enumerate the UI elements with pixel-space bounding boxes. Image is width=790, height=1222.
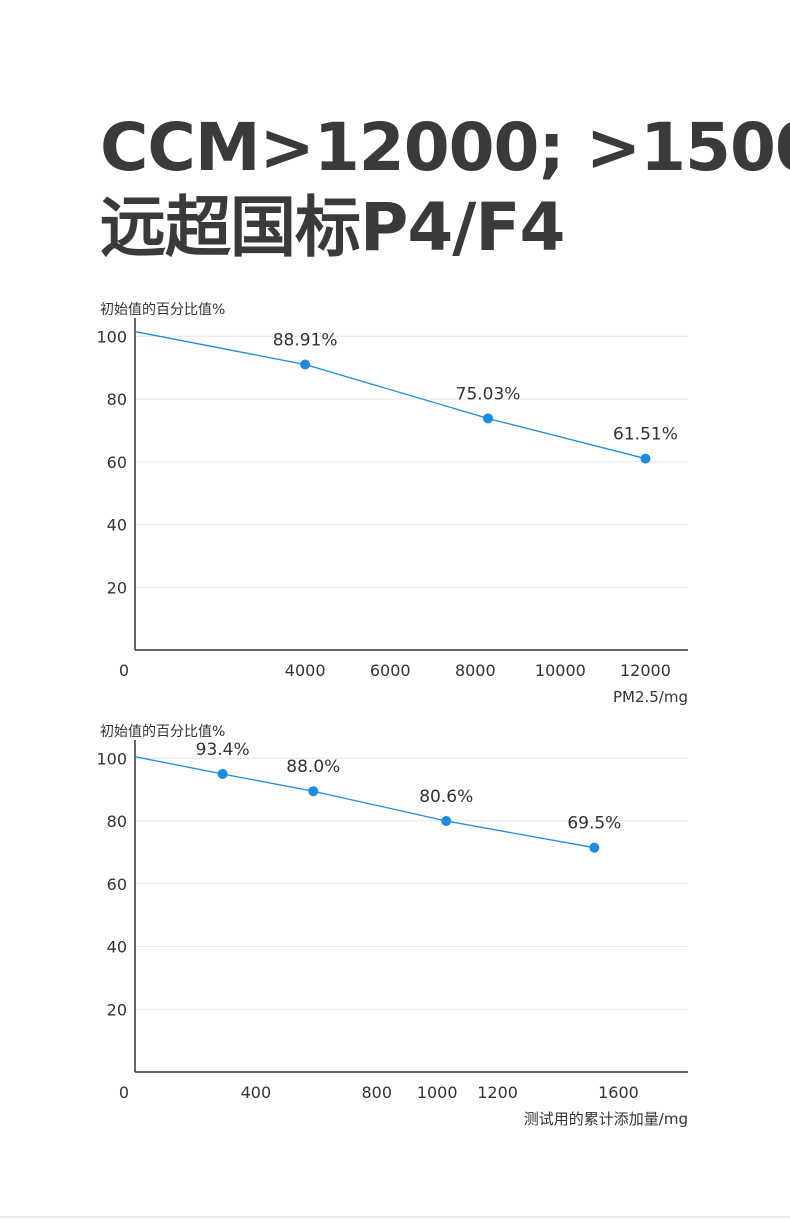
y-tick-label: 100 [96, 749, 127, 768]
x-tick-label: 6000 [370, 661, 411, 680]
y-tick-label: 100 [96, 327, 127, 346]
data-label: 88.0% [286, 757, 340, 777]
y-tick-label: 20 [107, 1000, 127, 1019]
data-label: 61.51% [613, 425, 678, 445]
data-point [308, 786, 319, 797]
data-label: 80.6% [419, 787, 473, 807]
y-tick-label: 80 [107, 812, 127, 831]
x-tick-label: 10000 [535, 661, 586, 680]
x-tick-label: 12000 [620, 661, 671, 680]
chart-pm25: 初始值的百分比值% 20 40 60 80 100 0 4000 6000 8000 10000 12… [0, 290, 790, 710]
x-tick-label: 0 [119, 661, 129, 680]
headline: CCM>12000; >1500 远超国标P4/F4 [100, 108, 790, 268]
y-tick-label: 80 [107, 390, 127, 409]
data-point [217, 768, 228, 779]
data-point [483, 413, 494, 424]
x-tick-label: 400 [241, 1083, 272, 1102]
series-line [134, 756, 595, 849]
x-tick-label: 4000 [285, 661, 326, 680]
x-tick-label: 800 [361, 1083, 392, 1102]
headline-line-2: 远超国标P4/F4 [100, 189, 565, 266]
x-tick-label: 8000 [455, 661, 496, 680]
series-line [134, 330, 646, 460]
data-point [441, 816, 452, 827]
y-axis-label: 初始值的百分比值% [100, 723, 225, 740]
chart-cumulative: 初始值的百分比值% 20 40 60 80 100 0 400 800 1000 1200 1600 测… [0, 712, 790, 1132]
data-point [589, 842, 600, 853]
x-axis-label: 测试用的累计添加量/mg [524, 1110, 688, 1128]
bottom-divider [0, 1216, 790, 1218]
data-point [300, 359, 311, 370]
x-tick-label: 1000 [417, 1083, 458, 1102]
chart-pm25-svg: 初始值的百分比值% 20 40 60 80 100 0 4000 6000 8000 10000 12… [96, 301, 688, 706]
x-tick-label: 1600 [598, 1083, 639, 1102]
y-tick-label: 20 [107, 578, 127, 597]
data-label: 75.03% [456, 384, 521, 404]
y-tick-label: 60 [107, 875, 127, 894]
data-label: 88.91% [273, 331, 338, 351]
data-label: 93.4% [196, 740, 250, 760]
data-label: 69.5% [567, 814, 621, 834]
x-tick-label: 1200 [477, 1083, 518, 1102]
x-tick-label: 0 [119, 1083, 129, 1102]
y-tick-label: 60 [107, 453, 127, 472]
headline-line-1: CCM>12000; >1500 [100, 109, 790, 186]
y-axis-label: 初始值的百分比值% [100, 301, 225, 318]
y-tick-label: 40 [107, 938, 127, 957]
data-point [640, 453, 651, 464]
y-tick-label: 40 [107, 516, 127, 535]
x-axis-label: PM2.5/mg [613, 688, 688, 706]
